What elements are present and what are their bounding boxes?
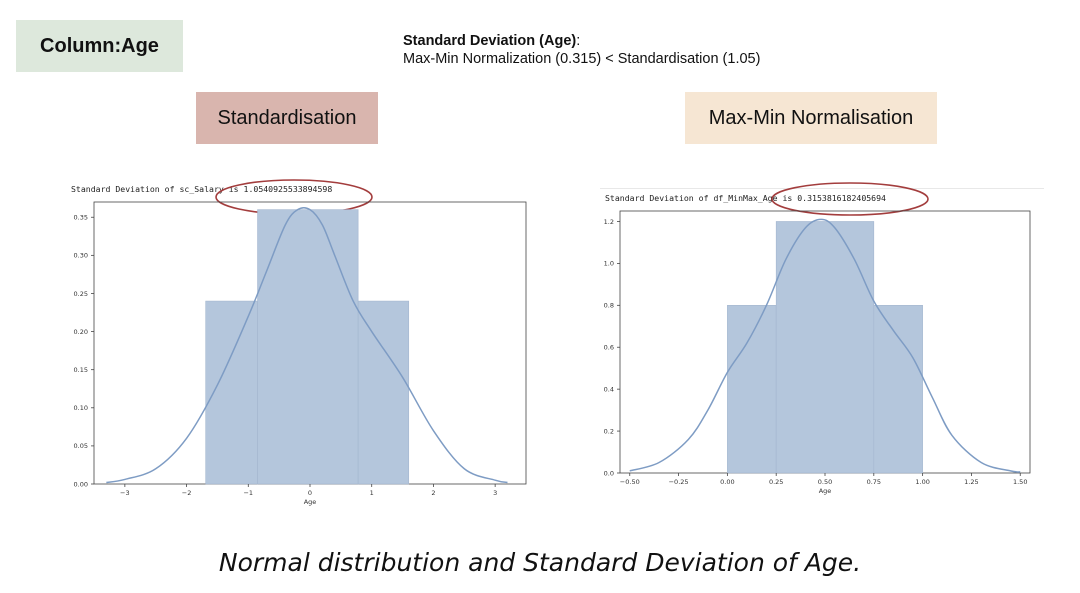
right-ytick-label: 1.2 [604, 218, 614, 226]
output-divider [600, 188, 1044, 189]
left-ytick-label: 0.10 [74, 404, 88, 412]
right-xaxis-label: Age [819, 487, 832, 495]
right-xtick-label: −0.50 [620, 478, 640, 486]
right-ytick-label: 0.2 [604, 427, 614, 435]
left-ytick-label: 0.35 [74, 214, 88, 222]
right-xtick-label: 1.25 [964, 478, 978, 486]
left-output-text: Standard Deviation of sc_Salary is 1.054… [71, 184, 333, 194]
left-ytick-label: 0.15 [74, 366, 88, 374]
left-ytick-label: 0.20 [74, 328, 88, 336]
right-bar-3 [873, 305, 923, 474]
left-bar-2 [257, 209, 359, 485]
summary-title: Standard Deviation (Age) [403, 33, 577, 49]
right-output-text: Standard Deviation of df_MinMax_Age is 0… [605, 193, 886, 203]
caption: Normal distribution and Standard Deviati… [218, 548, 862, 577]
right-highlight-ellipse [771, 182, 929, 216]
right-xtick-label: 0.25 [769, 478, 783, 486]
right-xtick-label: 1.00 [915, 478, 929, 486]
summary-line: Max-Min Normalization (0.315) < Standard… [403, 51, 761, 67]
right-bar-1 [727, 305, 777, 474]
right-ytick-label: 0.8 [604, 302, 614, 310]
right-xtick-label: −0.25 [669, 478, 689, 486]
left-ytick-label: 0.05 [74, 442, 88, 450]
right-xtick-label: 0.50 [818, 478, 832, 486]
column-label: Column:Age [16, 20, 183, 72]
right-ytick-label: 1.0 [604, 260, 614, 268]
right-kde-line [629, 218, 1021, 473]
left-ytick-label: 0.00 [74, 480, 88, 488]
sd-summary: Standard Deviation (Age): Max-Min Normal… [403, 32, 760, 68]
left-xtick-label: −2 [182, 489, 192, 497]
right-ytick-label: 0.6 [604, 344, 614, 352]
left-xtick-label: 0 [308, 489, 312, 497]
right-xtick-label: 0.00 [720, 478, 734, 486]
left-xtick-label: 2 [431, 489, 435, 497]
left-xaxis-label: Age [304, 498, 317, 506]
left-kde-line [106, 206, 508, 484]
left-xtick-label: −3 [120, 489, 130, 497]
right-xtick-label: 1.50 [1013, 478, 1027, 486]
left-xtick-label: −1 [243, 489, 253, 497]
summary-colon: : [576, 33, 581, 49]
left-ytick-label: 0.30 [74, 252, 88, 260]
minmax-title: Max-Min Normalisation [685, 92, 937, 144]
left-bar-3 [357, 300, 410, 485]
right-bar-2 [775, 221, 875, 474]
left-xtick-label: 1 [370, 489, 374, 497]
left-xtick-label: 3 [493, 489, 497, 497]
standardisation-title: Standardisation [196, 92, 378, 144]
left-ytick-label: 0.25 [74, 290, 88, 298]
right-xtick-label: 0.75 [867, 478, 881, 486]
right-ytick-label: 0.4 [604, 385, 614, 393]
right-ytick-label: 0.0 [604, 469, 614, 477]
